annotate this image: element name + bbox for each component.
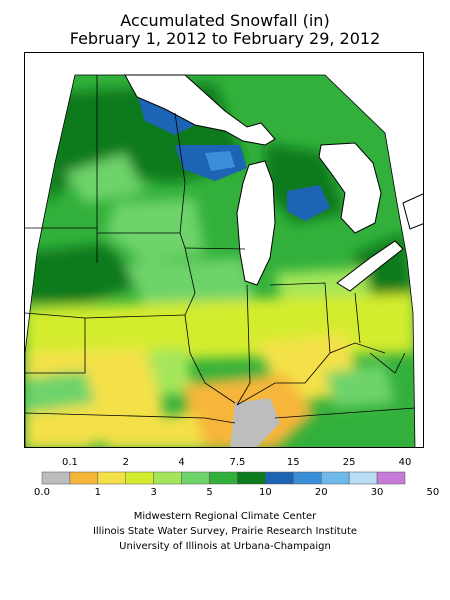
boundary-ohio-river [236,342,386,406]
legend-top-label: 2 [122,457,129,468]
legend-color-bar [41,471,406,485]
legend-top-label: 15 [286,457,300,468]
boundary-iowa-missouri [84,314,186,319]
boundary-minnesota-wisconsin [174,112,186,234]
boundary-wisconsin-illinois [184,247,246,250]
legend-bottom-label: 3 [150,487,157,498]
legend-swatch [376,471,406,485]
shade-5-7-far-sw [25,371,95,413]
legend-swatch [348,471,378,485]
lake-huron [318,142,382,234]
shade-0-0.1 [230,398,280,447]
shade-25-30-upper-peninsula [205,151,235,171]
map-region-outline [25,74,416,447]
great-lakes [124,74,423,292]
credit-line-2: Illinois State Water Survey, Prairie Res… [92,526,358,537]
boundary-illinois-indiana [236,284,251,406]
credit-line-3: University of Illinois at Urbana-Champai… [119,541,331,552]
boundary-kentucky-tennessee [274,407,416,419]
state-boundaries [25,75,416,424]
color-legend: 0.1 2 4 7.5 15 25 40 0.0 1 3 5 10 20 30 50 [0,456,450,506]
snowfall-shading [25,75,415,447]
legend-swatch [153,471,182,485]
legend-top-label: 25 [342,457,356,468]
shade-2-3-bottom [105,413,205,447]
boundary-indiana-ohio [269,282,331,354]
legend-bottom-label: 5 [206,487,213,498]
lake-michigan [236,160,276,286]
credit-line-1: Midwestern Regional Climate Center [133,511,317,522]
lake-ontario [402,193,423,230]
snowfall-map [24,52,424,448]
shade-20-25-michigan [287,185,330,221]
legend-top-label: 4 [178,457,185,468]
boundary-west-virginia [369,352,406,374]
legend-top-label: 7.5 [229,457,246,468]
lake-superior [124,74,276,146]
legend-swatch [181,471,210,485]
legend-swatch [125,471,154,485]
shade-15-20-west [25,243,145,303]
shade-5-7-north [65,153,145,203]
legend-bottom-label: 10 [259,487,272,498]
legend-swatch [265,471,294,485]
snowfall-map-graphic [25,74,423,447]
legend-top-label: 0.1 [61,457,78,468]
legend-bottom-label: 50 [426,487,440,498]
legend-swatch [209,471,238,485]
map-title-line-2: February 1, 2012 to February 29, 2012 [69,29,381,48]
map-title-line-1: Accumulated Snowfall (in) [120,11,330,30]
boundary-nebraska-iowa [25,312,86,319]
legend-bottom-label: 1 [94,487,102,498]
boundary-ohio-pennsylvania [354,292,361,344]
legend-bottom-label: 0.0 [34,487,50,498]
boundary-kansas-missouri [25,318,86,374]
legend-bottom-label: 30 [370,487,384,498]
boundary-missouri-arkansas [25,412,236,424]
shade-5-7-mid [125,258,255,308]
lake-erie [336,240,404,292]
shade-5-7-central [105,198,205,263]
legend-swatch [97,471,127,485]
boundary-mississippi-river [184,247,236,404]
legend-swatch [41,471,71,485]
legend-swatch [320,471,350,485]
shade-5-7-far-se [325,363,395,408]
legend-swatch [237,471,266,485]
legend-swatch [293,471,322,485]
legend-bottom-label: 20 [314,487,328,498]
legend-top-label: 40 [398,457,412,468]
legend-swatch [69,471,99,485]
